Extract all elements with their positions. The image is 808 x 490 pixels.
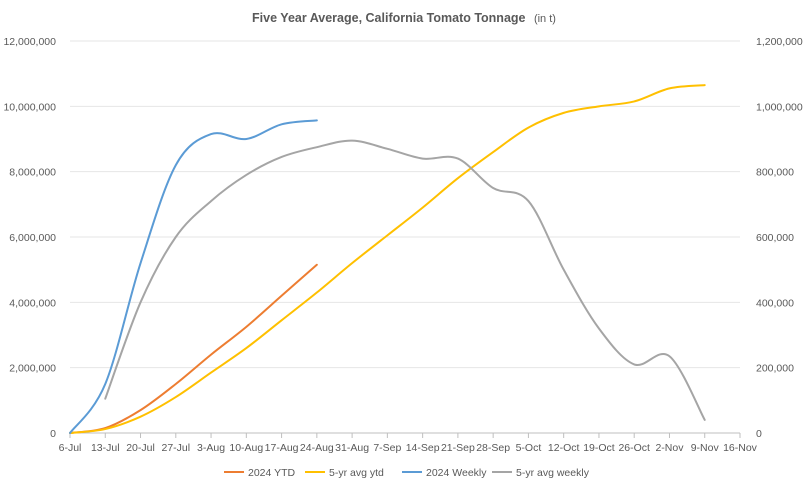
x-tick-label: 31-Aug [335,442,369,454]
x-tick-label: 27-Jul [161,442,190,454]
right-tick-label: 800,000 [756,167,794,179]
right-tick-label: 0 [756,428,762,440]
left-tick-label: 6,000,000 [9,232,56,244]
legend-item-2024-weekly: 2024 Weekly [402,467,487,479]
series-line-2024-ytd [69,263,318,434]
chart-title: Five Year Average, California Tomato Ton… [252,9,556,26]
left-tick-label: 10,000,000 [3,101,56,113]
x-axis: 6-Jul 13-Jul 20-Jul 27-Jul 3-Aug 10-Aug 17-Aug… [59,432,758,454]
x-tick-label: 16-Nov [723,442,758,454]
legend-label: 2024 YTD [248,467,296,479]
left-tick-label: 0 [50,428,56,440]
series-lines [69,84,706,434]
chart-title-text: Five Year Average, California Tomato Ton… [252,11,526,25]
series-line-2024-weekly [69,119,318,434]
x-tick-label: 7-Sep [373,442,401,454]
x-tick-label: 13-Jul [91,442,120,454]
left-tick-label: 2,000,000 [9,363,56,375]
legend-item-2024-ytd: 2024 YTD [224,467,296,479]
x-tick-label: 9-Nov [691,442,720,454]
series-line-5-yr-avg-weekly [104,139,706,421]
left-y-axis: 0 2,000,000 4,000,000 6,000,000 8,000,000 10,… [3,36,56,440]
x-tick-label: 6-Jul [59,442,82,454]
x-tick-label: 14-Sep [406,442,440,454]
series-line-5-yr-avg-ytd [69,84,706,434]
x-tick-label: 24-Aug [300,442,334,454]
chart-title-unit: (in t) [534,13,556,25]
legend: 2024 YTD 5-yr avg ytd 2024 Weekly 5-yr avg … [224,467,590,479]
x-tick-label: 5-Oct [516,442,542,454]
right-y-axis: 0 200,000 400,000 600,000 800,000 1,000,000 1,… [756,36,803,440]
left-tick-label: 8,000,000 [9,167,56,179]
left-tick-label: 12,000,000 [3,36,56,48]
gridlines [70,40,740,369]
legend-item-5-yr-avg-weekly: 5-yr avg weekly [492,467,590,479]
x-tick-label: 2-Nov [655,442,684,454]
right-tick-label: 1,000,000 [756,101,803,113]
x-tick-label: 21-Sep [441,442,475,454]
right-tick-label: 200,000 [756,363,794,375]
x-tick-label: 20-Jul [126,442,155,454]
legend-label: 5-yr avg ytd [329,467,384,479]
x-tick-label: 10-Aug [229,442,263,454]
x-tick-label: 28-Sep [476,442,510,454]
right-tick-label: 600,000 [756,232,794,244]
x-tick-label: 3-Aug [197,442,225,454]
x-tick-label: 17-Aug [265,442,299,454]
legend-label: 5-yr avg weekly [516,467,590,479]
x-tick-label: 19-Oct [583,442,615,454]
x-tick-label: 26-Oct [618,442,650,454]
right-tick-label: 1,200,000 [756,36,803,48]
legend-item-5-yr-avg-ytd: 5-yr avg ytd [305,467,384,479]
right-tick-label: 400,000 [756,297,794,309]
x-tick-label: 12-Oct [548,442,580,454]
left-tick-label: 4,000,000 [9,297,56,309]
legend-label: 2024 Weekly [426,467,487,479]
